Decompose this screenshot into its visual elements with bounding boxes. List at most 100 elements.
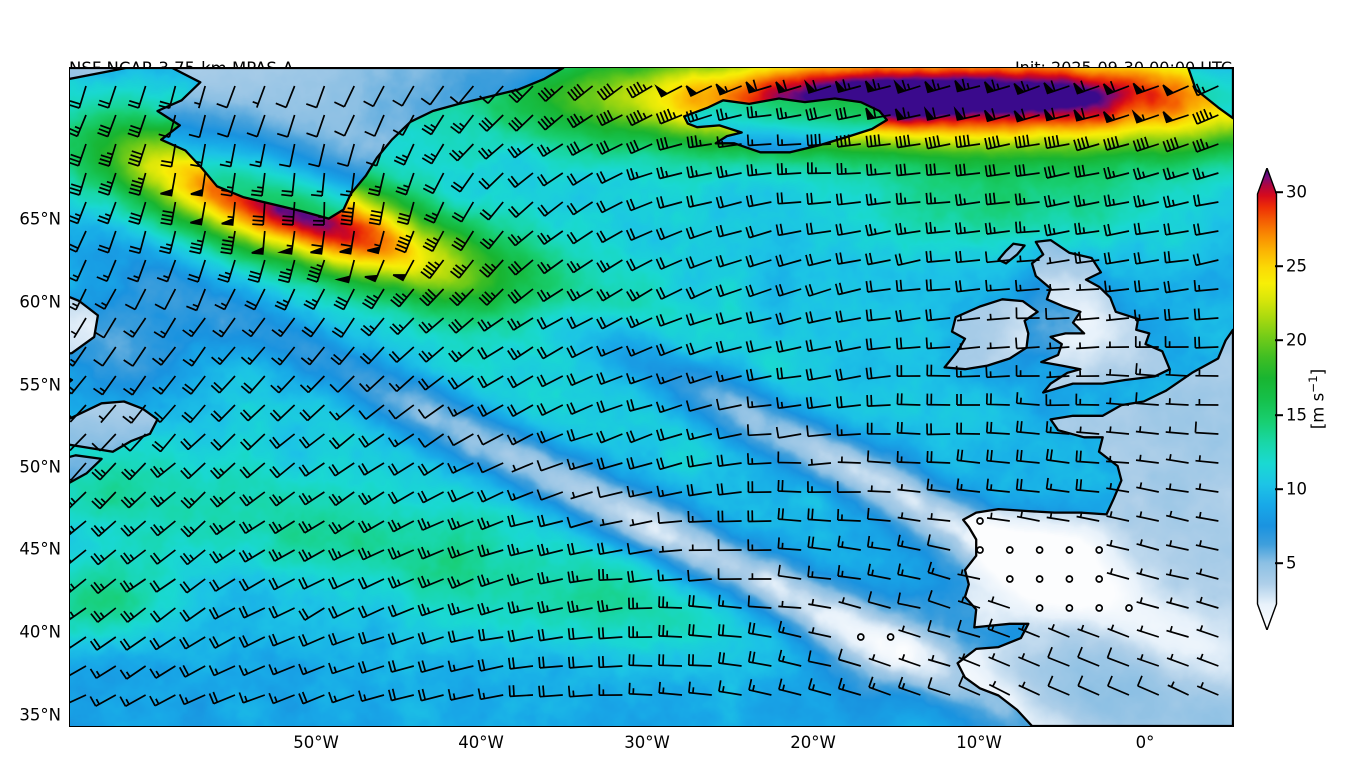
wind-barb [180,462,206,480]
wind-barb [685,428,713,441]
wind-barb [597,627,623,640]
wind-barb [1104,280,1130,293]
wind-barb [924,135,951,150]
wind-barb [216,85,236,109]
wind-barb [298,549,325,563]
wind-barb [238,692,266,704]
wind-barb [1047,623,1070,638]
wind-barb [268,577,295,591]
wind-barb [328,662,355,675]
wind-barb [357,661,385,674]
wind-barb [715,312,742,326]
wind-barb [89,665,117,679]
wind-barb [566,201,594,216]
wind-barb [983,79,1011,94]
wind-barb [596,200,623,214]
wind-barb [806,425,832,438]
wind-barb [477,602,504,616]
wind-barb [387,632,415,646]
colorbar-tick-mark [1275,562,1283,564]
wind-barb [685,110,713,123]
map-panel[interactable] [69,67,1234,727]
wind-barb [239,404,266,422]
wind-barb [119,665,147,680]
wind-barb [220,230,236,255]
wind-barb [252,85,266,108]
wind-barb [777,564,802,580]
wind-barb [894,253,921,267]
wind-barb [277,230,296,255]
wind-barb [1106,426,1130,435]
wind-barb [1165,483,1189,493]
wind-barb [1164,336,1189,348]
wind-barb [70,288,87,311]
wind-barb [417,660,444,674]
wind-barb [927,561,951,580]
wind-barb [835,310,861,323]
wind-barb [566,172,594,186]
wind-barb [1077,624,1100,638]
wind-barb [867,485,891,493]
wind-barb [625,228,653,241]
wind-barb [390,288,415,308]
wind-barb [507,346,534,361]
wind-barb [775,79,802,94]
wind-barb [1163,308,1189,322]
wind-barb [625,373,653,385]
wind-barb [328,691,355,704]
wind-barb [417,688,444,702]
wind-barb [777,508,802,522]
wind-barb [219,143,236,168]
wind-barb [268,664,295,676]
wind-barb [866,422,891,435]
wind-barb [156,259,177,283]
wind-barb [896,421,921,435]
wind-barb [745,79,772,94]
wind-barb [250,172,266,197]
wind-barb [1043,195,1070,208]
wind-barb [626,81,653,99]
wind-barb [954,78,981,93]
wind-barb [957,596,981,609]
wind-barb [655,343,683,357]
wind-barb [1162,137,1189,153]
wind-barb [747,650,772,667]
wind-barb [450,114,475,134]
wind-barb [122,404,147,424]
wind-barb [685,226,713,240]
wind-barb [479,201,504,221]
wind-barb [93,375,117,396]
wind-barb [715,108,742,122]
coastline-novascotia [70,454,103,484]
wind-barb [298,491,325,506]
wind-barb [746,106,772,119]
wind-barb [715,195,742,209]
wind-barb [310,230,326,255]
wind-barb [628,597,653,610]
wind-barb [1016,511,1040,522]
wind-barb [274,288,296,311]
wind-barb [449,259,475,279]
wind-barb [658,654,683,667]
wind-barb [476,433,504,446]
wind-barb [957,343,981,351]
wind-barb [745,254,772,268]
wind-barb [1162,111,1189,124]
wind-barb [178,664,206,678]
wind-barb [658,681,683,696]
wind-barb [507,259,534,276]
wind-barb [418,317,445,334]
wind-barb [423,201,445,224]
wind-barb [270,375,296,394]
wind-barb [596,430,623,444]
wind-barb [209,462,236,480]
wind-barb [154,288,177,311]
wind-barb [778,600,802,609]
colorbar-tick-label: 10 [1286,479,1307,499]
wind-barb [387,547,415,560]
wind-barb [925,309,951,322]
wind-barb [955,280,981,293]
wind-barb [837,535,861,551]
wind-barb [596,83,623,101]
wind-barb [656,166,683,180]
